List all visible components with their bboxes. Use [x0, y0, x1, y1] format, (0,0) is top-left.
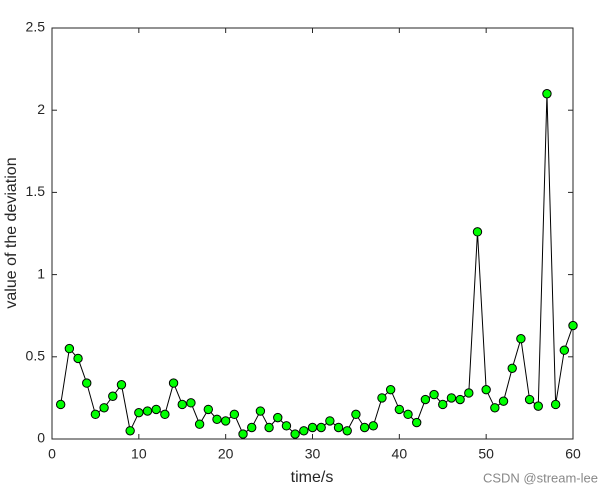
y-tick-label: 0 — [37, 430, 45, 446]
data-point — [177, 399, 187, 410]
data-point — [82, 378, 92, 388]
data-point — [559, 345, 570, 355]
data-point — [533, 401, 543, 411]
data-point — [116, 380, 127, 390]
y-axis-label: value of the deviation — [3, 157, 20, 308]
data-point — [186, 398, 196, 408]
data-point — [134, 407, 144, 418]
data-point — [290, 429, 300, 439]
data-point — [264, 422, 274, 433]
x-tick-label: 50 — [478, 446, 494, 462]
data-point — [385, 384, 396, 395]
data-point — [73, 353, 83, 364]
data-point — [550, 399, 561, 410]
data-point — [412, 417, 422, 428]
y-tick-label: 0.5 — [26, 348, 46, 364]
data-point — [55, 399, 66, 410]
data-point — [516, 334, 526, 344]
data-point — [481, 384, 491, 395]
data-point — [168, 378, 179, 388]
data-point — [351, 409, 361, 420]
data-point — [325, 416, 335, 426]
x-tick-label: 20 — [218, 446, 234, 462]
x-tick-label: 30 — [305, 446, 321, 462]
data-point — [542, 89, 552, 99]
data-point — [377, 393, 387, 403]
data-point — [420, 394, 431, 405]
data-point — [299, 426, 309, 436]
x-tick-label: 60 — [565, 446, 581, 462]
data-point — [281, 421, 292, 431]
data-point — [446, 393, 457, 403]
data-point — [125, 426, 135, 436]
data-point — [273, 412, 283, 423]
data-point — [368, 421, 378, 431]
data-point — [342, 426, 352, 436]
data-point — [64, 343, 75, 354]
data-point — [394, 404, 405, 415]
data-point — [316, 422, 326, 433]
x-tick-label: 0 — [48, 446, 56, 462]
y-tick-label: 1.5 — [26, 183, 46, 199]
data-point — [307, 422, 318, 433]
data-point — [472, 227, 483, 237]
data-point — [212, 414, 222, 424]
data-point — [464, 388, 474, 398]
data-point — [203, 404, 214, 415]
y-tick-label: 2.5 — [26, 19, 46, 35]
data-point — [333, 422, 344, 433]
data-point — [429, 389, 439, 400]
data-point — [455, 394, 465, 405]
x-tick-label: 40 — [392, 446, 408, 462]
data-point — [90, 409, 101, 420]
data-point — [229, 409, 240, 420]
data-point — [142, 406, 153, 416]
data-point — [507, 363, 517, 374]
data-point — [359, 422, 370, 433]
data-point — [194, 419, 205, 429]
watermark: CSDN @stream-lee — [483, 470, 598, 485]
x-tick-label: 10 — [131, 446, 147, 462]
data-point — [403, 409, 413, 420]
data-point — [490, 403, 500, 413]
data-point — [524, 394, 535, 405]
y-tick-label: 2 — [37, 101, 45, 117]
data-point — [568, 320, 578, 331]
data-point — [238, 429, 248, 439]
data-point — [108, 391, 118, 401]
data-point — [247, 422, 257, 433]
y-tick-label: 1 — [37, 265, 45, 281]
data-point — [151, 404, 161, 415]
data-point — [438, 399, 448, 410]
data-point — [160, 409, 170, 420]
data-point — [220, 416, 231, 426]
data-point — [99, 403, 109, 413]
x-axis-label: time/s — [291, 469, 334, 486]
data-point — [255, 406, 266, 416]
data-point — [498, 396, 509, 406]
